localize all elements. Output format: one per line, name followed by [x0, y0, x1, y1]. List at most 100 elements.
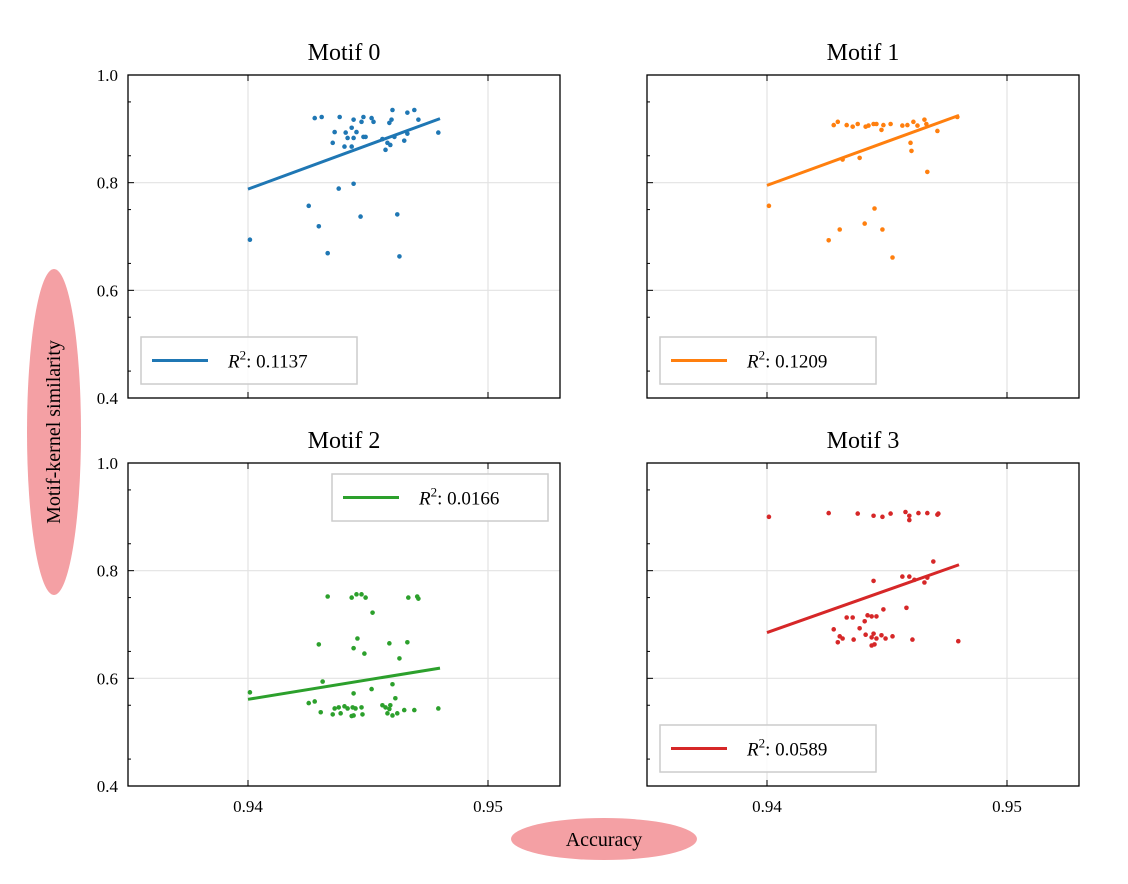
data-point: [337, 114, 342, 120]
ylabel-highlight: [27, 269, 81, 595]
data-point: [345, 706, 350, 711]
data-point: [306, 203, 312, 209]
data-point: [905, 122, 910, 128]
data-point: [330, 140, 336, 146]
data-point: [831, 627, 837, 632]
data-point: [387, 641, 392, 646]
data-point: [840, 636, 845, 641]
legend: R2: 0.0166: [331, 473, 549, 522]
data-point: [879, 632, 884, 638]
data-point: [850, 124, 855, 129]
data-point: [401, 138, 407, 143]
axes-frame: [646, 462, 1080, 787]
data-point: [907, 574, 912, 579]
data-point: [338, 711, 343, 716]
data-point: [383, 147, 388, 153]
data-point: [925, 169, 930, 175]
data-point: [866, 123, 871, 128]
data-point: [910, 637, 915, 642]
data-point: [363, 134, 368, 140]
data-point: [416, 117, 421, 122]
legend: R2: 0.1209: [659, 336, 877, 385]
data-point: [387, 120, 392, 126]
data-point: [325, 250, 330, 256]
data-point: [316, 642, 322, 647]
data-point: [888, 511, 893, 516]
data-point: [835, 119, 841, 125]
data-point: [922, 580, 927, 585]
data-point: [388, 142, 393, 148]
axes-frame: [127, 462, 561, 787]
data-point: [871, 513, 876, 519]
subplot-1: Motif 1 R2: 0.1209: [646, 40, 1080, 399]
data-point: [359, 119, 364, 125]
data-point: [316, 223, 322, 229]
data-point: [306, 700, 312, 706]
data-point: [931, 559, 936, 564]
x-axis-label: Accuracy: [566, 829, 643, 851]
data-point: [359, 705, 364, 710]
data-point: [935, 512, 940, 517]
data-point: [857, 155, 862, 161]
y-tick-label: 0.6: [97, 669, 118, 688]
data-point: [835, 639, 841, 645]
data-point: [862, 618, 867, 624]
data-point: [911, 119, 916, 125]
data-point: [351, 117, 356, 122]
data-point: [879, 127, 884, 133]
xlabel-highlight: [511, 818, 697, 860]
axes-frame: [127, 74, 561, 399]
data-point: [405, 639, 410, 645]
data-point: [412, 707, 417, 713]
data-point: [766, 514, 772, 520]
data-point: [872, 642, 877, 647]
data-point: [907, 517, 912, 523]
data-point: [394, 212, 400, 217]
data-point: [385, 711, 390, 716]
subplot-2: Motif 2 0.94 0.95 0.4 0.6 0.8 1.0 R2: 0.0166: [97, 428, 561, 816]
data-point: [388, 702, 393, 708]
data-point: [371, 119, 376, 125]
data-point: [909, 148, 914, 154]
axes-frame: [646, 74, 1080, 399]
data-point: [351, 691, 356, 696]
data-point: [907, 513, 912, 519]
data-point: [345, 135, 350, 141]
data-point: [387, 706, 392, 712]
y-tick-label: 0.8: [97, 174, 118, 193]
data-point: [362, 651, 367, 656]
data-point: [844, 122, 849, 128]
data-point: [354, 592, 359, 597]
data-point: [881, 607, 886, 612]
data-point: [416, 596, 421, 601]
data-point: [831, 122, 837, 128]
data-point: [349, 144, 354, 149]
data-point: [401, 707, 407, 713]
subplot-0: Motif 0 0.4 0.6 0.8 1.0 R2: 0.1137: [97, 40, 561, 408]
data-point: [904, 605, 909, 611]
subplot-title: Motif 3: [827, 428, 900, 454]
data-point: [881, 122, 886, 128]
data-point: [351, 135, 356, 141]
data-point: [955, 638, 961, 644]
y-tick-label: 1.0: [97, 66, 118, 85]
x-tick-label: 0.94: [233, 797, 263, 816]
data-point: [880, 227, 885, 232]
data-point: [394, 711, 400, 716]
data-point: [837, 227, 843, 232]
data-point: [850, 615, 855, 620]
data-point: [857, 625, 862, 631]
data-point: [390, 713, 395, 718]
data-point: [874, 614, 879, 619]
data-point: [900, 123, 905, 128]
data-point: [351, 645, 356, 651]
y-tick-label: 0.6: [97, 281, 118, 300]
data-point: [336, 186, 342, 191]
x-tick-label: 0.95: [992, 797, 1022, 816]
data-point: [872, 206, 877, 211]
data-point: [349, 595, 354, 600]
data-point: [342, 144, 347, 149]
data-point: [247, 690, 253, 695]
data-point: [312, 699, 318, 704]
y-tick-label: 0.8: [97, 562, 118, 581]
